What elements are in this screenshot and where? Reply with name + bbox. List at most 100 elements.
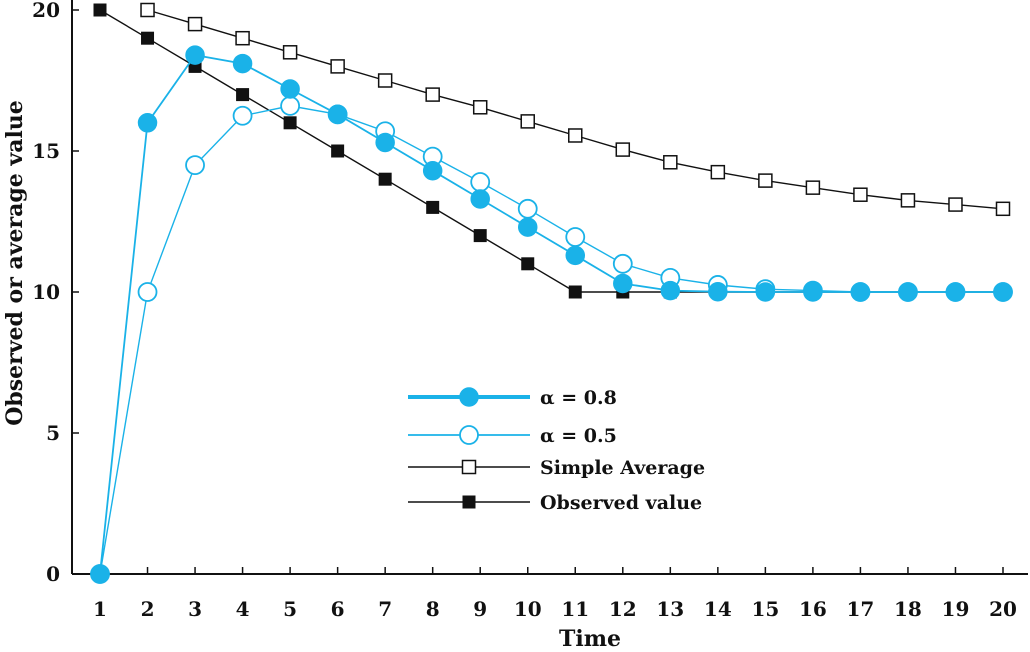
- x-tick-label: 16: [799, 597, 827, 621]
- data-point: [994, 283, 1012, 301]
- x-tick-label: 5: [283, 597, 297, 621]
- legend-label: Simple Average: [540, 457, 705, 479]
- x-tick-label: 19: [942, 597, 970, 621]
- x-tick-label: 17: [846, 597, 874, 621]
- y-tick-label: 0: [46, 562, 60, 586]
- legend-label: α = 0.5: [540, 425, 617, 447]
- x-tick-label: 2: [141, 597, 155, 621]
- x-tick-label: 10: [514, 597, 542, 621]
- data-point: [566, 228, 584, 246]
- legend-marker: [463, 461, 476, 474]
- data-point: [189, 18, 202, 31]
- data-point: [186, 46, 204, 64]
- data-point: [379, 74, 392, 87]
- data-point: [759, 174, 772, 187]
- data-point: [331, 60, 344, 73]
- data-point: [237, 89, 249, 101]
- data-point: [946, 283, 964, 301]
- legend-label: α = 0.8: [540, 387, 617, 409]
- data-point: [139, 283, 157, 301]
- data-point: [142, 32, 154, 44]
- legend-marker: [460, 388, 478, 406]
- data-point: [236, 32, 249, 45]
- x-tick-label: 15: [751, 597, 779, 621]
- x-tick-label: 8: [426, 597, 440, 621]
- data-point: [709, 283, 727, 301]
- x-tick-label: 11: [561, 597, 589, 621]
- series-line: [100, 10, 1003, 292]
- y-tick-label: 20: [32, 0, 60, 22]
- data-point: [756, 283, 774, 301]
- data-point: [804, 283, 822, 301]
- data-point: [854, 188, 867, 201]
- x-tick-label: 1: [93, 597, 107, 621]
- y-tick-label: 10: [32, 280, 60, 304]
- data-point: [329, 105, 347, 123]
- data-point: [664, 156, 677, 169]
- data-point: [899, 283, 917, 301]
- data-point: [91, 565, 109, 583]
- data-point: [281, 80, 299, 98]
- data-point: [949, 198, 962, 211]
- data-point: [711, 166, 724, 179]
- data-point: [474, 101, 487, 114]
- data-point: [569, 286, 581, 298]
- data-point: [94, 4, 106, 16]
- data-point: [141, 4, 154, 17]
- legend-marker: [460, 426, 478, 444]
- data-point: [616, 143, 629, 156]
- data-point: [519, 218, 537, 236]
- data-point: [566, 246, 584, 264]
- legend: α = 0.8 α = 0.5 Simple Average Observed val…: [408, 387, 705, 514]
- data-point: [139, 114, 157, 132]
- data-point: [614, 275, 632, 293]
- data-point: [284, 46, 297, 59]
- data-point: [519, 200, 537, 218]
- data-point: [332, 145, 344, 157]
- data-point: [281, 97, 299, 115]
- series-3: [94, 4, 1009, 298]
- data-point: [427, 201, 439, 213]
- legend-item: Observed value: [408, 492, 702, 514]
- x-tick-label: 13: [656, 597, 684, 621]
- data-point: [426, 88, 439, 101]
- x-tick-label: 12: [609, 597, 637, 621]
- y-tick-label: 5: [46, 421, 60, 445]
- line-chart: 051015201 2 3 4 5 6 7 8 9 10 11 12 13 14 15 16 17 18 19 20 …: [0, 0, 1030, 652]
- legend-item: α = 0.8: [408, 387, 617, 409]
- y-axis-title: Observed or average value: [2, 100, 28, 426]
- data-point: [569, 129, 582, 142]
- x-axis-title: Time: [559, 626, 621, 652]
- x-tick-label: 20: [989, 597, 1017, 621]
- x-tick-label: 14: [704, 597, 732, 621]
- data-point: [661, 282, 679, 300]
- x-tick-label: 3: [188, 597, 202, 621]
- x-tick-label: 9: [473, 597, 487, 621]
- data-point: [806, 181, 819, 194]
- data-point: [471, 173, 489, 191]
- data-point: [851, 283, 869, 301]
- data-point: [614, 255, 632, 273]
- x-tick-label: 18: [894, 597, 922, 621]
- data-point: [186, 156, 204, 174]
- data-point: [474, 230, 486, 242]
- data-point: [379, 173, 391, 185]
- data-point: [997, 202, 1010, 215]
- data-point: [471, 190, 489, 208]
- x-tick-label: 4: [236, 597, 250, 621]
- legend-item: α = 0.5: [408, 425, 617, 447]
- x-tick-label: 6: [331, 597, 345, 621]
- y-tick-label: 15: [32, 139, 60, 163]
- data-point: [284, 117, 296, 129]
- data-point: [376, 134, 394, 152]
- legend-label: Observed value: [540, 492, 702, 514]
- data-point: [901, 194, 914, 207]
- legend-item: Simple Average: [408, 457, 705, 479]
- data-point: [424, 162, 442, 180]
- data-point: [234, 107, 252, 125]
- x-tick-label: 7: [378, 597, 392, 621]
- legend-marker: [463, 496, 475, 508]
- data-point: [234, 55, 252, 73]
- data-point: [522, 258, 534, 270]
